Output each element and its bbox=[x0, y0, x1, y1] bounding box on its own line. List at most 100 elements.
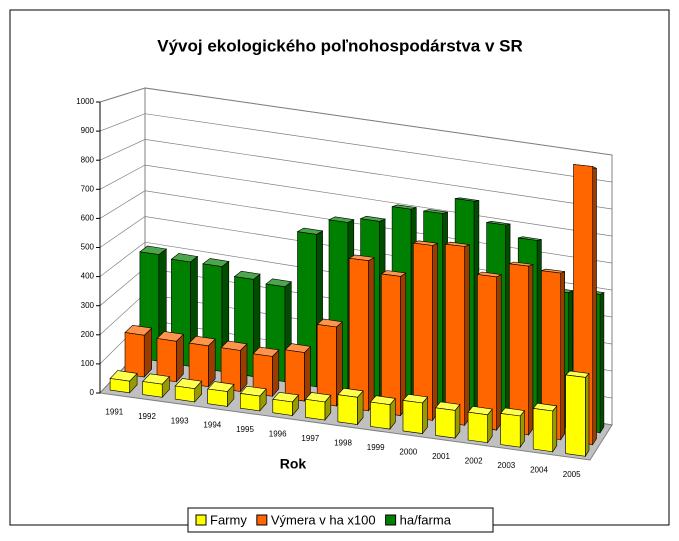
bar bbox=[142, 373, 171, 399]
y-tick-label: 100 bbox=[81, 359, 95, 368]
chart-title: Vývoj ekologického poľnohospodárstva v S… bbox=[157, 36, 523, 55]
bar-side bbox=[560, 271, 566, 441]
bar bbox=[337, 387, 364, 426]
legend-swatch bbox=[195, 514, 207, 526]
bar bbox=[109, 370, 138, 394]
bar-side bbox=[528, 264, 534, 436]
x-tick-label: 2002 bbox=[465, 456, 483, 465]
bar-front bbox=[444, 243, 465, 426]
bar bbox=[565, 370, 590, 458]
y-tick-label: 800 bbox=[81, 155, 95, 164]
x-tick-label: 1991 bbox=[105, 407, 123, 416]
x-tick-label: 2000 bbox=[399, 448, 417, 457]
bar-front bbox=[124, 332, 145, 378]
x-tick-label: 1994 bbox=[203, 421, 221, 430]
grid-line bbox=[99, 139, 613, 210]
x-tick-label: 1996 bbox=[269, 430, 287, 439]
legend-swatch bbox=[256, 514, 268, 526]
bar-front bbox=[500, 413, 521, 448]
y-tick-label: 400 bbox=[81, 272, 95, 281]
bar-side bbox=[496, 274, 502, 432]
bar-side bbox=[519, 409, 525, 449]
bar-front bbox=[565, 374, 586, 457]
bar-side bbox=[552, 405, 558, 453]
bar-side bbox=[208, 338, 216, 388]
bar-front bbox=[142, 381, 163, 398]
x-tick-label: 2004 bbox=[530, 465, 548, 474]
legend-label: Farmy bbox=[210, 512, 247, 527]
x-tick-label: 2003 bbox=[497, 461, 515, 470]
bar-front bbox=[532, 408, 554, 453]
bar bbox=[532, 402, 558, 453]
bar-side bbox=[272, 349, 280, 398]
bar bbox=[316, 318, 343, 407]
bar bbox=[380, 270, 407, 417]
legend-label: Výmera v ha x100 bbox=[271, 512, 376, 527]
bar-front bbox=[272, 398, 293, 416]
legend-box bbox=[187, 507, 494, 533]
bar-front bbox=[109, 378, 130, 394]
bar bbox=[444, 241, 470, 427]
x-tick-label: 1997 bbox=[301, 434, 319, 443]
bar bbox=[239, 385, 267, 412]
y-tick-label: 700 bbox=[81, 184, 95, 193]
bar bbox=[124, 324, 153, 378]
bar-front bbox=[348, 257, 369, 412]
x-tick-label: 1999 bbox=[367, 443, 385, 452]
x-tick-label: 1993 bbox=[171, 416, 189, 425]
y-tick-label: 600 bbox=[81, 214, 95, 223]
bar-side bbox=[240, 343, 248, 393]
x-axis-title: Rok bbox=[280, 456, 307, 472]
bar-side bbox=[592, 166, 597, 446]
x-tick-label: 2005 bbox=[563, 470, 581, 479]
legend-label: ha/farma bbox=[400, 512, 452, 527]
bar bbox=[541, 268, 566, 441]
bar-front bbox=[174, 385, 195, 403]
bar bbox=[402, 393, 429, 435]
bar-front bbox=[380, 273, 401, 416]
grid-line bbox=[99, 113, 613, 183]
bar bbox=[188, 335, 216, 388]
bar bbox=[220, 340, 248, 393]
legend: Farmy Výmera v ha x100 ha/farma bbox=[187, 507, 494, 533]
bar bbox=[156, 331, 185, 383]
y-tick-label: 200 bbox=[81, 330, 95, 339]
y-tick-label: 0 bbox=[90, 388, 95, 397]
bar-front bbox=[412, 242, 433, 421]
bar bbox=[476, 271, 503, 432]
bar-side bbox=[599, 292, 605, 434]
y-tick-label: 900 bbox=[81, 126, 95, 135]
bar-front bbox=[240, 393, 261, 412]
bar-side bbox=[176, 333, 184, 383]
bar-side bbox=[304, 345, 311, 402]
x-tick-label: 1992 bbox=[138, 412, 156, 421]
x-tick-label: 1998 bbox=[334, 439, 352, 448]
bar bbox=[509, 261, 535, 436]
bar bbox=[174, 378, 203, 403]
bar-side bbox=[400, 272, 407, 417]
bar-front bbox=[305, 398, 326, 421]
legend-swatch bbox=[385, 514, 397, 526]
bar bbox=[348, 254, 376, 412]
bar-front bbox=[370, 401, 391, 430]
bar bbox=[252, 346, 280, 398]
bar-front bbox=[402, 400, 423, 434]
bar bbox=[467, 405, 493, 444]
bar-side bbox=[432, 242, 438, 422]
x-tick-label: 1995 bbox=[236, 425, 254, 434]
bar-side bbox=[464, 244, 470, 427]
y-tick-label: 300 bbox=[81, 301, 95, 310]
grid-line bbox=[99, 87, 613, 156]
bar bbox=[272, 391, 300, 417]
bar-side bbox=[143, 327, 152, 378]
bar-side bbox=[368, 256, 375, 412]
bar-front bbox=[156, 338, 177, 383]
x-tick-label: 2001 bbox=[432, 452, 450, 461]
bar bbox=[284, 343, 312, 402]
bar-front bbox=[467, 411, 488, 444]
bar-front bbox=[477, 274, 497, 431]
y-tick-label: 1000 bbox=[76, 97, 94, 106]
bar bbox=[369, 395, 396, 430]
bar-front bbox=[337, 394, 358, 425]
